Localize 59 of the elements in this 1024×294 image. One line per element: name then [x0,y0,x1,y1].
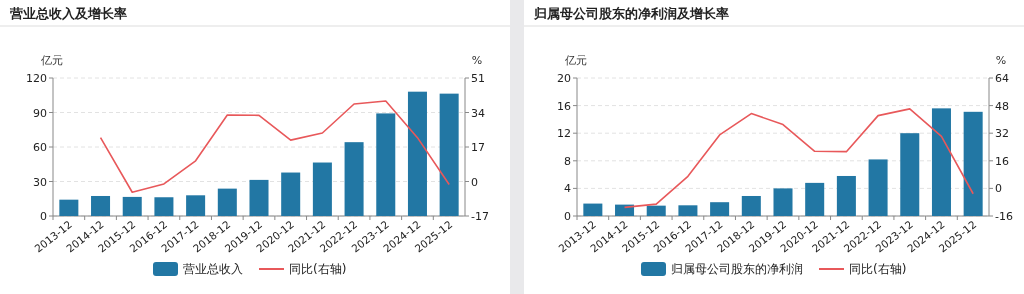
legend-label: 同比(右轴) [849,262,907,276]
bar [900,133,920,216]
bar [122,196,142,216]
y2-tick-label: 0 [471,175,478,189]
y-tick-label: 60 [33,141,47,154]
y-tick-label: 0 [40,210,47,223]
y-axis-title: 亿元 [40,54,63,67]
bar [805,182,825,216]
bar [773,188,793,216]
bar [376,113,396,216]
bar [312,162,332,216]
y2-tick-label: 51 [471,72,485,85]
y2-tick-label: 16 [995,154,1009,168]
bar [249,179,269,216]
bar [646,205,666,216]
y-tick-label: 0 [564,210,571,223]
bar [678,205,698,216]
bar [217,188,237,216]
line-series [623,108,974,209]
bar [741,195,761,216]
chart-title: 归属母公司股东的净利润及增长率 [533,6,729,21]
y2-tick-label: 0 [995,182,1002,196]
y2-tick-label: 64 [995,72,1009,85]
y-tick-label: 12 [557,127,571,141]
line-series [99,100,450,194]
y-tick-label: 120 [26,72,47,85]
y-tick-label: 90 [33,106,47,120]
bar [59,199,79,216]
bar [583,203,603,216]
y2-tick-label: 34 [471,106,485,120]
legend-label: 同比(右轴) [289,262,347,276]
y-tick-label: 8 [564,154,571,168]
bar [710,202,730,216]
y2-axis-title: % [471,54,483,67]
y-tick-label: 30 [33,175,47,189]
legend-label: 归属母公司股东的净利润 [671,262,803,276]
y2-tick-label: 48 [995,99,1009,113]
bar [868,159,888,216]
bar [344,142,364,216]
bar [186,195,206,216]
y-tick-label: 4 [564,182,571,196]
bar [154,197,174,216]
y-tick-label: 16 [557,99,571,113]
y2-axis-title: % [995,54,1007,67]
bar [407,91,427,216]
y2-tick-label: 32 [995,127,1009,141]
bar [91,195,111,216]
chart-title: 营业总收入及增长率 [9,6,127,21]
bar [963,111,983,216]
legend-label: 营业总收入 [183,262,243,276]
y2-tick-label: 17 [471,141,485,154]
bar [931,108,951,216]
y2-tick-label: -17 [471,210,489,223]
y-axis-title: 亿元 [564,54,587,67]
bar [439,93,459,216]
bar [281,172,301,216]
bar [836,175,856,216]
y-tick-label: 20 [557,72,571,85]
y2-tick-label: -16 [995,210,1013,223]
